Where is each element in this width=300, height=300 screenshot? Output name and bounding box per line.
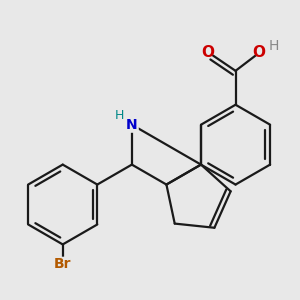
Text: H: H bbox=[268, 39, 279, 53]
Text: O: O bbox=[253, 45, 266, 60]
Text: N: N bbox=[126, 118, 138, 132]
Text: H: H bbox=[114, 109, 124, 122]
Text: O: O bbox=[201, 45, 214, 60]
Text: Br: Br bbox=[54, 257, 71, 272]
